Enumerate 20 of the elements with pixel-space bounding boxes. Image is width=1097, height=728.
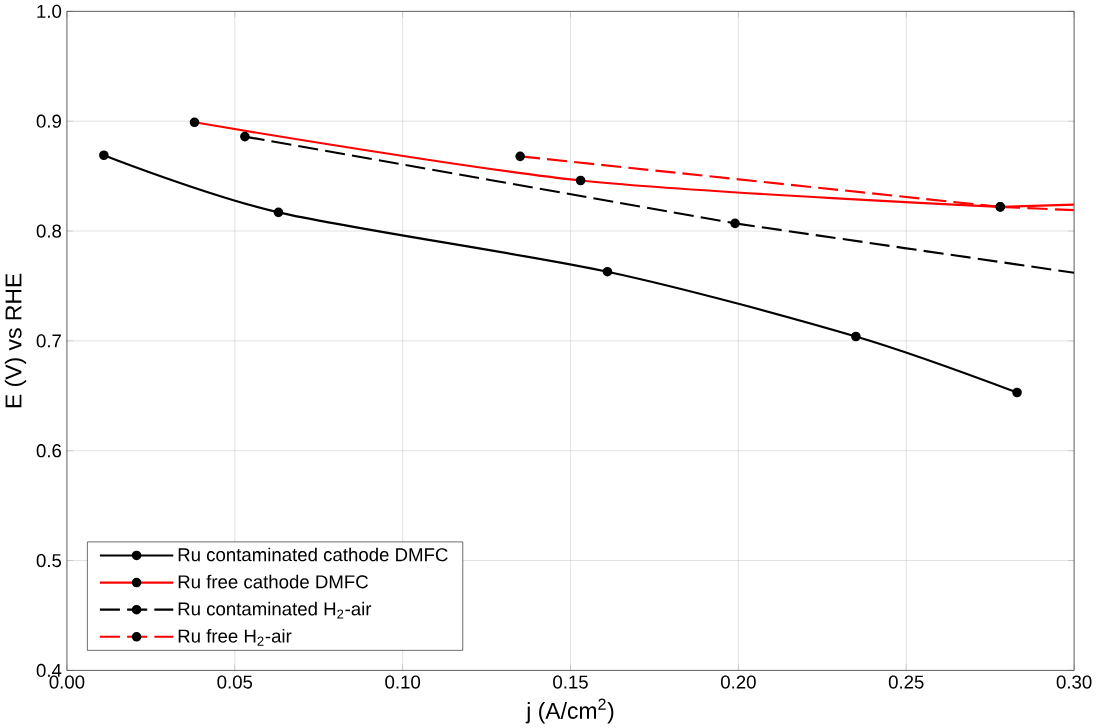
x-tick-label: 0.30 bbox=[1056, 675, 1092, 689]
y-tick-label: 0.8 bbox=[36, 224, 62, 238]
legend-label: Ru contaminated H$_{2}$-air bbox=[178, 601, 372, 619]
x-tick-label: 0.20 bbox=[720, 675, 756, 689]
x-tick-label: 0.10 bbox=[385, 675, 421, 689]
y-tick-label: 0.6 bbox=[36, 444, 62, 458]
legend-label: Ru contaminated cathode DMFC bbox=[178, 547, 448, 562]
x-tick-label: 0.05 bbox=[217, 675, 253, 689]
y-tick-label: 0.5 bbox=[36, 553, 62, 568]
legend-label: Ru free H$_{2}$-air bbox=[178, 628, 292, 646]
y-tick-label: 1.0 bbox=[37, 4, 62, 18]
x-tick-label: 0.15 bbox=[553, 675, 588, 689]
y-tick-label: 0.7 bbox=[36, 334, 61, 348]
x-tick-label: 0.00 bbox=[49, 675, 85, 689]
y-tick-label: 0.4 bbox=[36, 663, 62, 677]
y-axis-title: E (V) vs RHE bbox=[4, 273, 27, 408]
x-axis-title: j (A/cm$^{2}$) bbox=[525, 698, 614, 724]
legend-label: Ru free cathode DMFC bbox=[178, 574, 368, 589]
y-tick-label: 0.9 bbox=[36, 114, 61, 128]
x-tick-label: 0.25 bbox=[888, 675, 924, 689]
